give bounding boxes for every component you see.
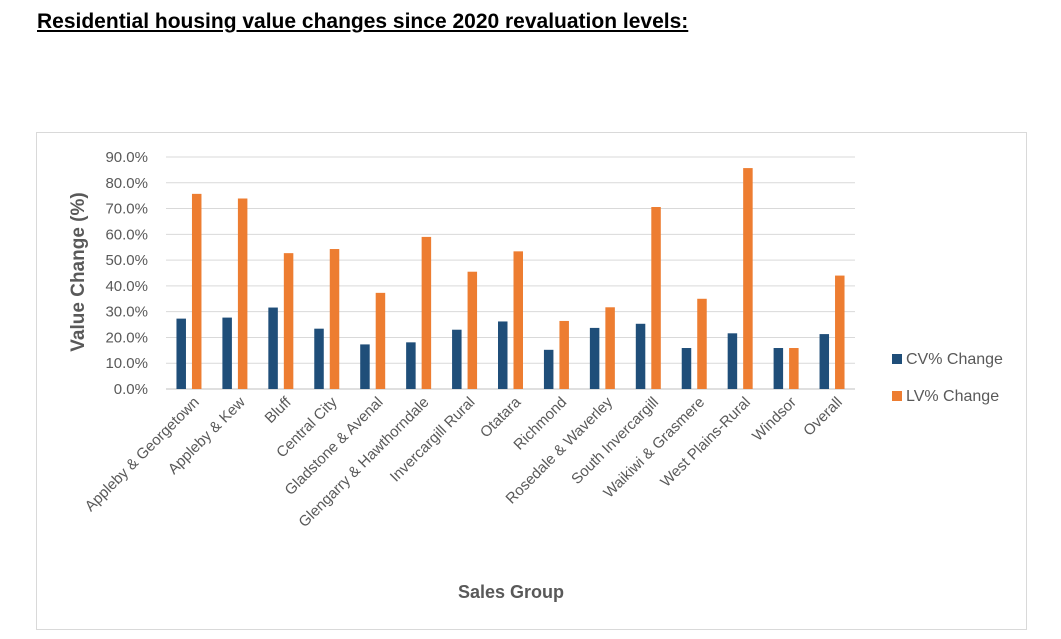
bar-cv	[176, 318, 186, 389]
y-tick-label: 30.0%	[105, 304, 148, 321]
bar-lv	[237, 198, 248, 389]
bar-cv	[773, 348, 784, 389]
bar-cv	[360, 344, 370, 389]
y-tick-labels: 0.0% 10.0% 20.0% 30.0% 40.0% 50.0% 60.0% 70.0% 8…	[105, 149, 148, 398]
x-axis-label: Sales Group	[458, 582, 564, 602]
y-tick-label: 80.0%	[105, 175, 148, 192]
x-tick-label: Overall	[800, 394, 846, 440]
bar-cv	[589, 327, 600, 389]
x-tick-label: Invercargill Rural	[387, 394, 479, 486]
x-tick-label: Windsor	[749, 394, 800, 445]
bar-lv	[513, 251, 523, 389]
bar-lv	[743, 168, 753, 389]
bar-lv	[651, 207, 661, 389]
y-tick-label: 0.0%	[114, 381, 148, 398]
legend-label: CV% Change	[906, 351, 1003, 368]
bar-cv	[222, 317, 232, 389]
bar-lv	[191, 193, 202, 389]
y-tick-label: 60.0%	[105, 226, 148, 243]
bar-cv	[268, 307, 278, 389]
bar-lv	[283, 253, 294, 389]
legend-swatch	[892, 354, 902, 364]
legend: CV% Change LV% Change	[892, 351, 1003, 405]
bar-lv	[835, 275, 845, 389]
bar-lv	[421, 236, 432, 389]
bar-lv	[605, 307, 615, 389]
y-tick-label: 90.0%	[105, 149, 148, 166]
bar-cv	[498, 321, 508, 389]
gridlines	[166, 156, 855, 390]
bar-lv	[789, 348, 799, 389]
bar-cv	[681, 348, 692, 389]
bar-cv	[543, 349, 554, 389]
bar-cv	[406, 342, 416, 389]
legend-label: LV% Change	[906, 388, 999, 405]
page-heading: Residential housing value changes since …	[37, 10, 689, 33]
bar-lv	[375, 292, 386, 389]
y-tick-label: 50.0%	[105, 252, 148, 269]
bar-cv	[452, 329, 462, 389]
bar-cv	[635, 323, 646, 389]
bar-cv	[819, 334, 830, 389]
bars	[176, 168, 845, 389]
bar-lv	[467, 271, 478, 389]
y-tick-label: 40.0%	[105, 278, 148, 295]
y-tick-label: 20.0%	[105, 329, 148, 346]
x-tick-label: Bluff	[262, 393, 296, 427]
y-tick-label: 70.0%	[105, 201, 148, 218]
bar-lv	[697, 298, 707, 389]
bar-cv	[727, 333, 738, 389]
legend-swatch	[892, 391, 902, 401]
y-tick-label: 10.0%	[105, 355, 148, 372]
bar-lv	[329, 249, 340, 389]
bar-cv	[314, 328, 324, 389]
x-tick-label: West Plains-Rural	[657, 394, 754, 491]
y-axis-label: Value Change (%)	[68, 192, 89, 351]
bar-lv	[559, 320, 569, 389]
